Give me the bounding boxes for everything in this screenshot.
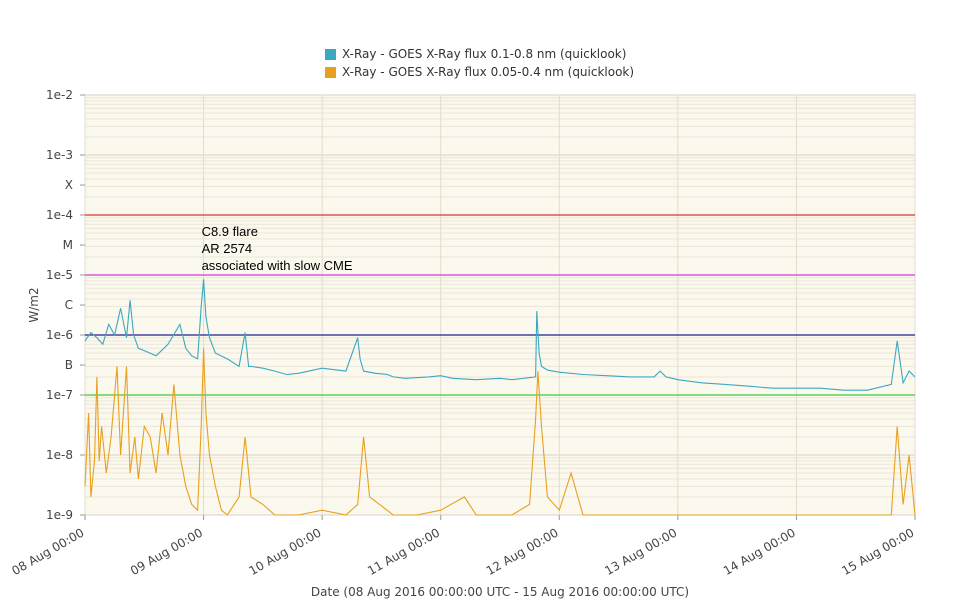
legend-item-short[interactable]: X-Ray - GOES X-Ray flux 0.05-0.4 nm (qui… xyxy=(325,63,634,81)
flare-annotation-line: AR 2574 xyxy=(202,241,253,256)
x-tick-label: 10 Aug 00:00 xyxy=(247,525,324,578)
y-tick-label: 1e-5 xyxy=(46,268,73,282)
y-tick-label: 1e-7 xyxy=(46,388,73,402)
y-tick-label: X xyxy=(65,178,73,192)
legend: X-Ray - GOES X-Ray flux 0.1-0.8 nm (quic… xyxy=(325,45,634,81)
y-tick-label: 1e-3 xyxy=(46,148,73,162)
flare-annotation-line: C8.9 flare xyxy=(202,224,258,239)
y-tick-label: 1e-9 xyxy=(46,508,73,522)
legend-label-long: X-Ray - GOES X-Ray flux 0.1-0.8 nm (quic… xyxy=(342,47,627,61)
y-tick-label: M xyxy=(63,238,73,252)
plot-area xyxy=(84,94,916,516)
y-tick-label: 1e-4 xyxy=(46,208,73,222)
y-tick-label: B xyxy=(65,358,73,372)
y-tick-label: 1e-6 xyxy=(46,328,73,342)
x-axis-title: Date (08 Aug 2016 00:00:00 UTC - 15 Aug … xyxy=(311,585,689,599)
x-tick-label: 13 Aug 00:00 xyxy=(602,525,679,578)
y-tick-label: C xyxy=(65,298,73,312)
x-tick-label: 15 Aug 00:00 xyxy=(839,525,916,578)
y-tick-label: 1e-2 xyxy=(46,88,73,102)
legend-label-short: X-Ray - GOES X-Ray flux 0.05-0.4 nm (qui… xyxy=(342,65,635,79)
legend-swatch-short xyxy=(325,66,336,78)
legend-swatch-long xyxy=(325,48,336,60)
flare-annotation-line: associated with slow CME xyxy=(202,258,353,273)
legend-item-long[interactable]: X-Ray - GOES X-Ray flux 0.1-0.8 nm (quic… xyxy=(325,45,634,63)
series-short-wavelength-line xyxy=(84,348,916,516)
x-tick-label: 09 Aug 00:00 xyxy=(128,525,205,578)
series-long-wavelength-line xyxy=(84,279,916,391)
x-tick-label: 08 Aug 00:00 xyxy=(9,525,86,578)
x-tick-label: 12 Aug 00:00 xyxy=(484,525,561,578)
y-tick-label: 1e-8 xyxy=(46,448,73,462)
y-axis-title: W/m2 xyxy=(27,287,41,322)
x-tick-label: 14 Aug 00:00 xyxy=(721,525,798,578)
x-tick-label: 11 Aug 00:00 xyxy=(365,525,442,578)
